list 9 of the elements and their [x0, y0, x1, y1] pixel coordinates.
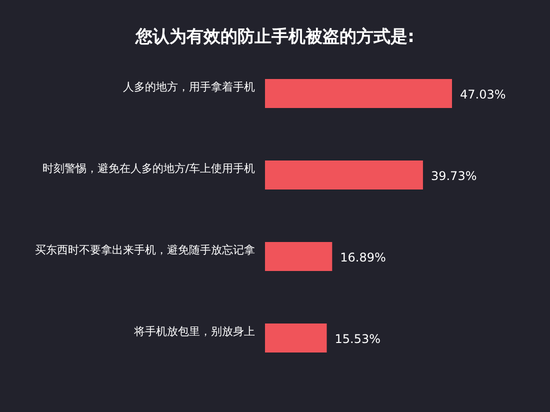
- y-tick-label: 将手机放包里，别放身上: [133, 325, 255, 338]
- data-label: 39.73%: [430, 169, 477, 183]
- y-tick-label: 买东西时不要拿出来手机，避免随手放忘记拿: [35, 244, 255, 256]
- y-tick-label: 时刻警惕，避免在人多的地方/车上使用手机: [42, 162, 255, 175]
- data-label: 15.53%: [334, 332, 381, 346]
- y-tick-label: 人多的地方，用手拿着手机: [123, 80, 255, 94]
- chart-title: 您认为有效的防止手机被盗的方式是:: [134, 27, 414, 47]
- data-label: 47.03%: [460, 88, 506, 102]
- data-label: 16.89%: [340, 250, 386, 264]
